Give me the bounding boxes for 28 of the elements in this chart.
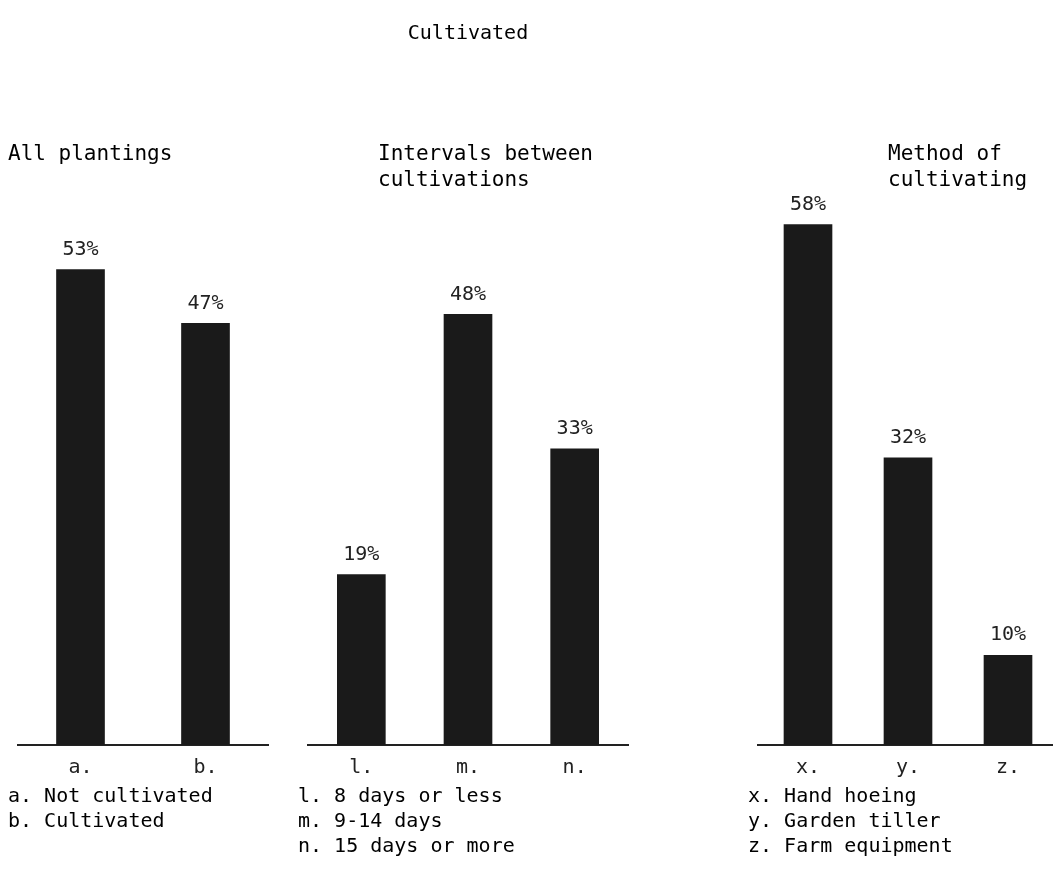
data-label: 48% — [449, 280, 487, 305]
data-label: 58% — [789, 190, 827, 215]
data-label: 53% — [62, 235, 99, 260]
chart-title: Cultivated — [406, 20, 530, 44]
chart-subtitle: Method of cultivating — [888, 140, 1029, 192]
chart-subtitle: All plantings — [8, 140, 174, 166]
text: y. Garden tiller — [748, 808, 942, 833]
text: b. Cultivated — [8, 808, 166, 833]
text: x. Hand hoeing — [748, 783, 918, 808]
x-tick-label: b. — [193, 754, 218, 779]
text: n. 15 days or more — [298, 833, 516, 858]
data-label: 47% — [187, 289, 224, 314]
text: z. Farm equipment — [748, 833, 954, 858]
text: m. 9-14 days — [298, 808, 444, 833]
data-label: 32% — [889, 424, 927, 449]
x-tick-label: y. — [895, 754, 921, 779]
x-tick-label: x. — [795, 754, 821, 779]
text: l. 8 days or less — [298, 783, 504, 808]
x-tick-label: n. — [562, 754, 587, 779]
text: a. Not cultivated — [8, 783, 214, 808]
x-tick-label: m. — [455, 754, 481, 779]
data-label: 19% — [343, 540, 380, 565]
x-tick-label: l. — [349, 754, 374, 779]
x-tick-label: z. — [995, 754, 1021, 779]
data-label: 10% — [989, 621, 1027, 646]
chart-subtitle: Intervals between cultivations — [378, 140, 594, 192]
x-tick-label: a. — [68, 754, 93, 779]
data-label: 33% — [556, 415, 593, 440]
